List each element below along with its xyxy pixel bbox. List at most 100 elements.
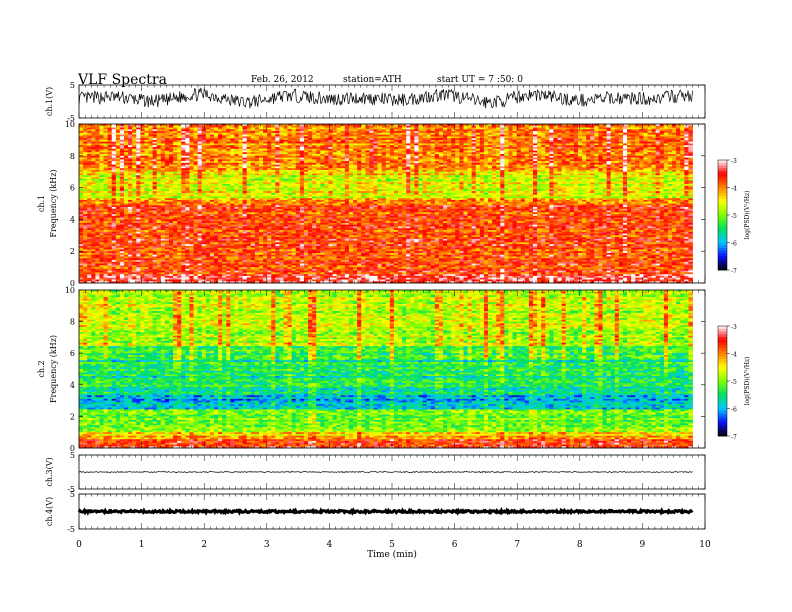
spectrogram-cell (160, 141, 166, 144)
spectrogram-cell (136, 148, 141, 151)
spectrogram-cell (389, 145, 395, 148)
spectrogram-cell (283, 136, 288, 139)
spectrogram-cell (426, 134, 432, 137)
spectrogram-cell (455, 134, 460, 137)
spectrogram-cell (279, 124, 284, 127)
spectrogram-cell (275, 136, 280, 139)
spectrogram-cell (573, 132, 579, 135)
spectrogram-cell (246, 138, 252, 141)
spectrogram-cell (303, 143, 309, 146)
spectrogram-cell (115, 134, 121, 137)
spectrogram-cell (676, 150, 681, 153)
spectrogram-cell (455, 124, 460, 127)
spectrogram-cell (577, 150, 583, 153)
spectrogram-cell (181, 150, 186, 153)
spectrogram-cell (569, 125, 575, 128)
spectrogram-cell (91, 127, 96, 130)
spectrogram-cell (577, 127, 583, 130)
spectrogram-cell (340, 148, 346, 151)
spectrogram-cell (226, 124, 231, 127)
spectrogram-cell (500, 150, 505, 153)
spectrogram-cell (573, 139, 579, 143)
spectrogram-cell (209, 127, 215, 130)
spectrogram-cell (520, 150, 526, 153)
spectrogram-cell (173, 148, 178, 151)
spectrogram-cell (103, 124, 109, 127)
spectrogram-cell (393, 124, 399, 127)
spectrogram-cell (230, 150, 235, 153)
spectrogram-cell (614, 152, 620, 155)
spectrogram-cell (541, 138, 546, 141)
spectrogram-cell (447, 146, 452, 150)
spectrogram-cell (549, 152, 554, 155)
spectrogram-cell (299, 134, 305, 137)
spectrogram-cell (156, 154, 162, 157)
spectrogram-cell (451, 139, 456, 143)
spectrogram-cell (406, 136, 411, 139)
spectrogram-cell (586, 127, 591, 130)
spectrogram-cell (680, 127, 685, 130)
spectrogram-cell (222, 139, 227, 143)
spectrogram-cell (528, 146, 534, 150)
spectrogram-cell (275, 134, 280, 137)
spectrogram-cell (393, 141, 399, 144)
spectrogram-cell (561, 125, 567, 128)
spectrogram-cell (569, 145, 575, 148)
spectrogram-cell (602, 148, 607, 151)
spectrogram-cell (369, 129, 374, 132)
spectrogram-cell (528, 145, 534, 148)
spectrogram-cell (492, 129, 497, 132)
spectrogram-cell (299, 132, 305, 135)
spectrogram-cell (496, 139, 501, 143)
spectrogram-cell (622, 136, 628, 139)
spectrogram-cell (528, 125, 534, 128)
spectrogram-cell (455, 143, 460, 146)
spectrogram-cell (128, 141, 133, 144)
spectrogram-cell (418, 136, 423, 139)
spectrogram-cell (455, 150, 460, 153)
spectrogram-cell (95, 141, 100, 144)
spectrogram-cell (492, 134, 497, 137)
spectrogram-cell (602, 132, 607, 135)
spectrogram-cell (357, 146, 362, 150)
spectrogram-cell (651, 143, 657, 146)
spectrogram-cell (487, 132, 493, 135)
spectrogram-cell (561, 134, 567, 137)
spectrogram-cell (487, 146, 493, 150)
spectrogram-cell (316, 136, 321, 139)
spectrogram-cell (340, 132, 346, 135)
spectrogram-cell (557, 152, 562, 155)
spectrogram-cell (205, 139, 211, 143)
spectrogram-cell (238, 148, 243, 151)
spectrogram-cell (438, 129, 444, 132)
spectrogram-cell (197, 139, 203, 143)
spectrogram-cell (344, 154, 350, 157)
spectrogram-cell (348, 129, 354, 132)
spectrogram-cell (635, 132, 640, 135)
spectrogram-cell (496, 127, 501, 130)
spectrogram-cell (479, 138, 485, 141)
spectrogram-cell (606, 125, 612, 128)
spectrogram-cell (410, 141, 415, 144)
spectrogram-cell (308, 152, 313, 155)
spectrogram-cell (524, 136, 530, 139)
spectrogram-cell (602, 125, 607, 128)
spectrogram-cell (631, 148, 636, 151)
spectrogram-cell (594, 125, 599, 128)
spectrogram-cell (316, 127, 321, 130)
spectrogram-cell (303, 125, 309, 128)
spectrogram-cell (672, 127, 677, 130)
spectrogram-cell (83, 134, 88, 137)
spectrogram-cell (234, 136, 239, 139)
spectrogram-cell (132, 145, 137, 148)
spectrogram-cell (598, 127, 603, 130)
spectrogram-cell (377, 154, 383, 157)
spectrogram-cell (524, 150, 530, 153)
spectrogram-cell (606, 146, 612, 150)
spectrogram-cell (136, 125, 141, 128)
spectrogram-cell (279, 154, 284, 157)
spectrogram-cell (443, 125, 448, 128)
spectrogram-cell (541, 154, 546, 157)
spectrogram-cell (512, 152, 518, 155)
spectrogram-cell (627, 129, 632, 132)
